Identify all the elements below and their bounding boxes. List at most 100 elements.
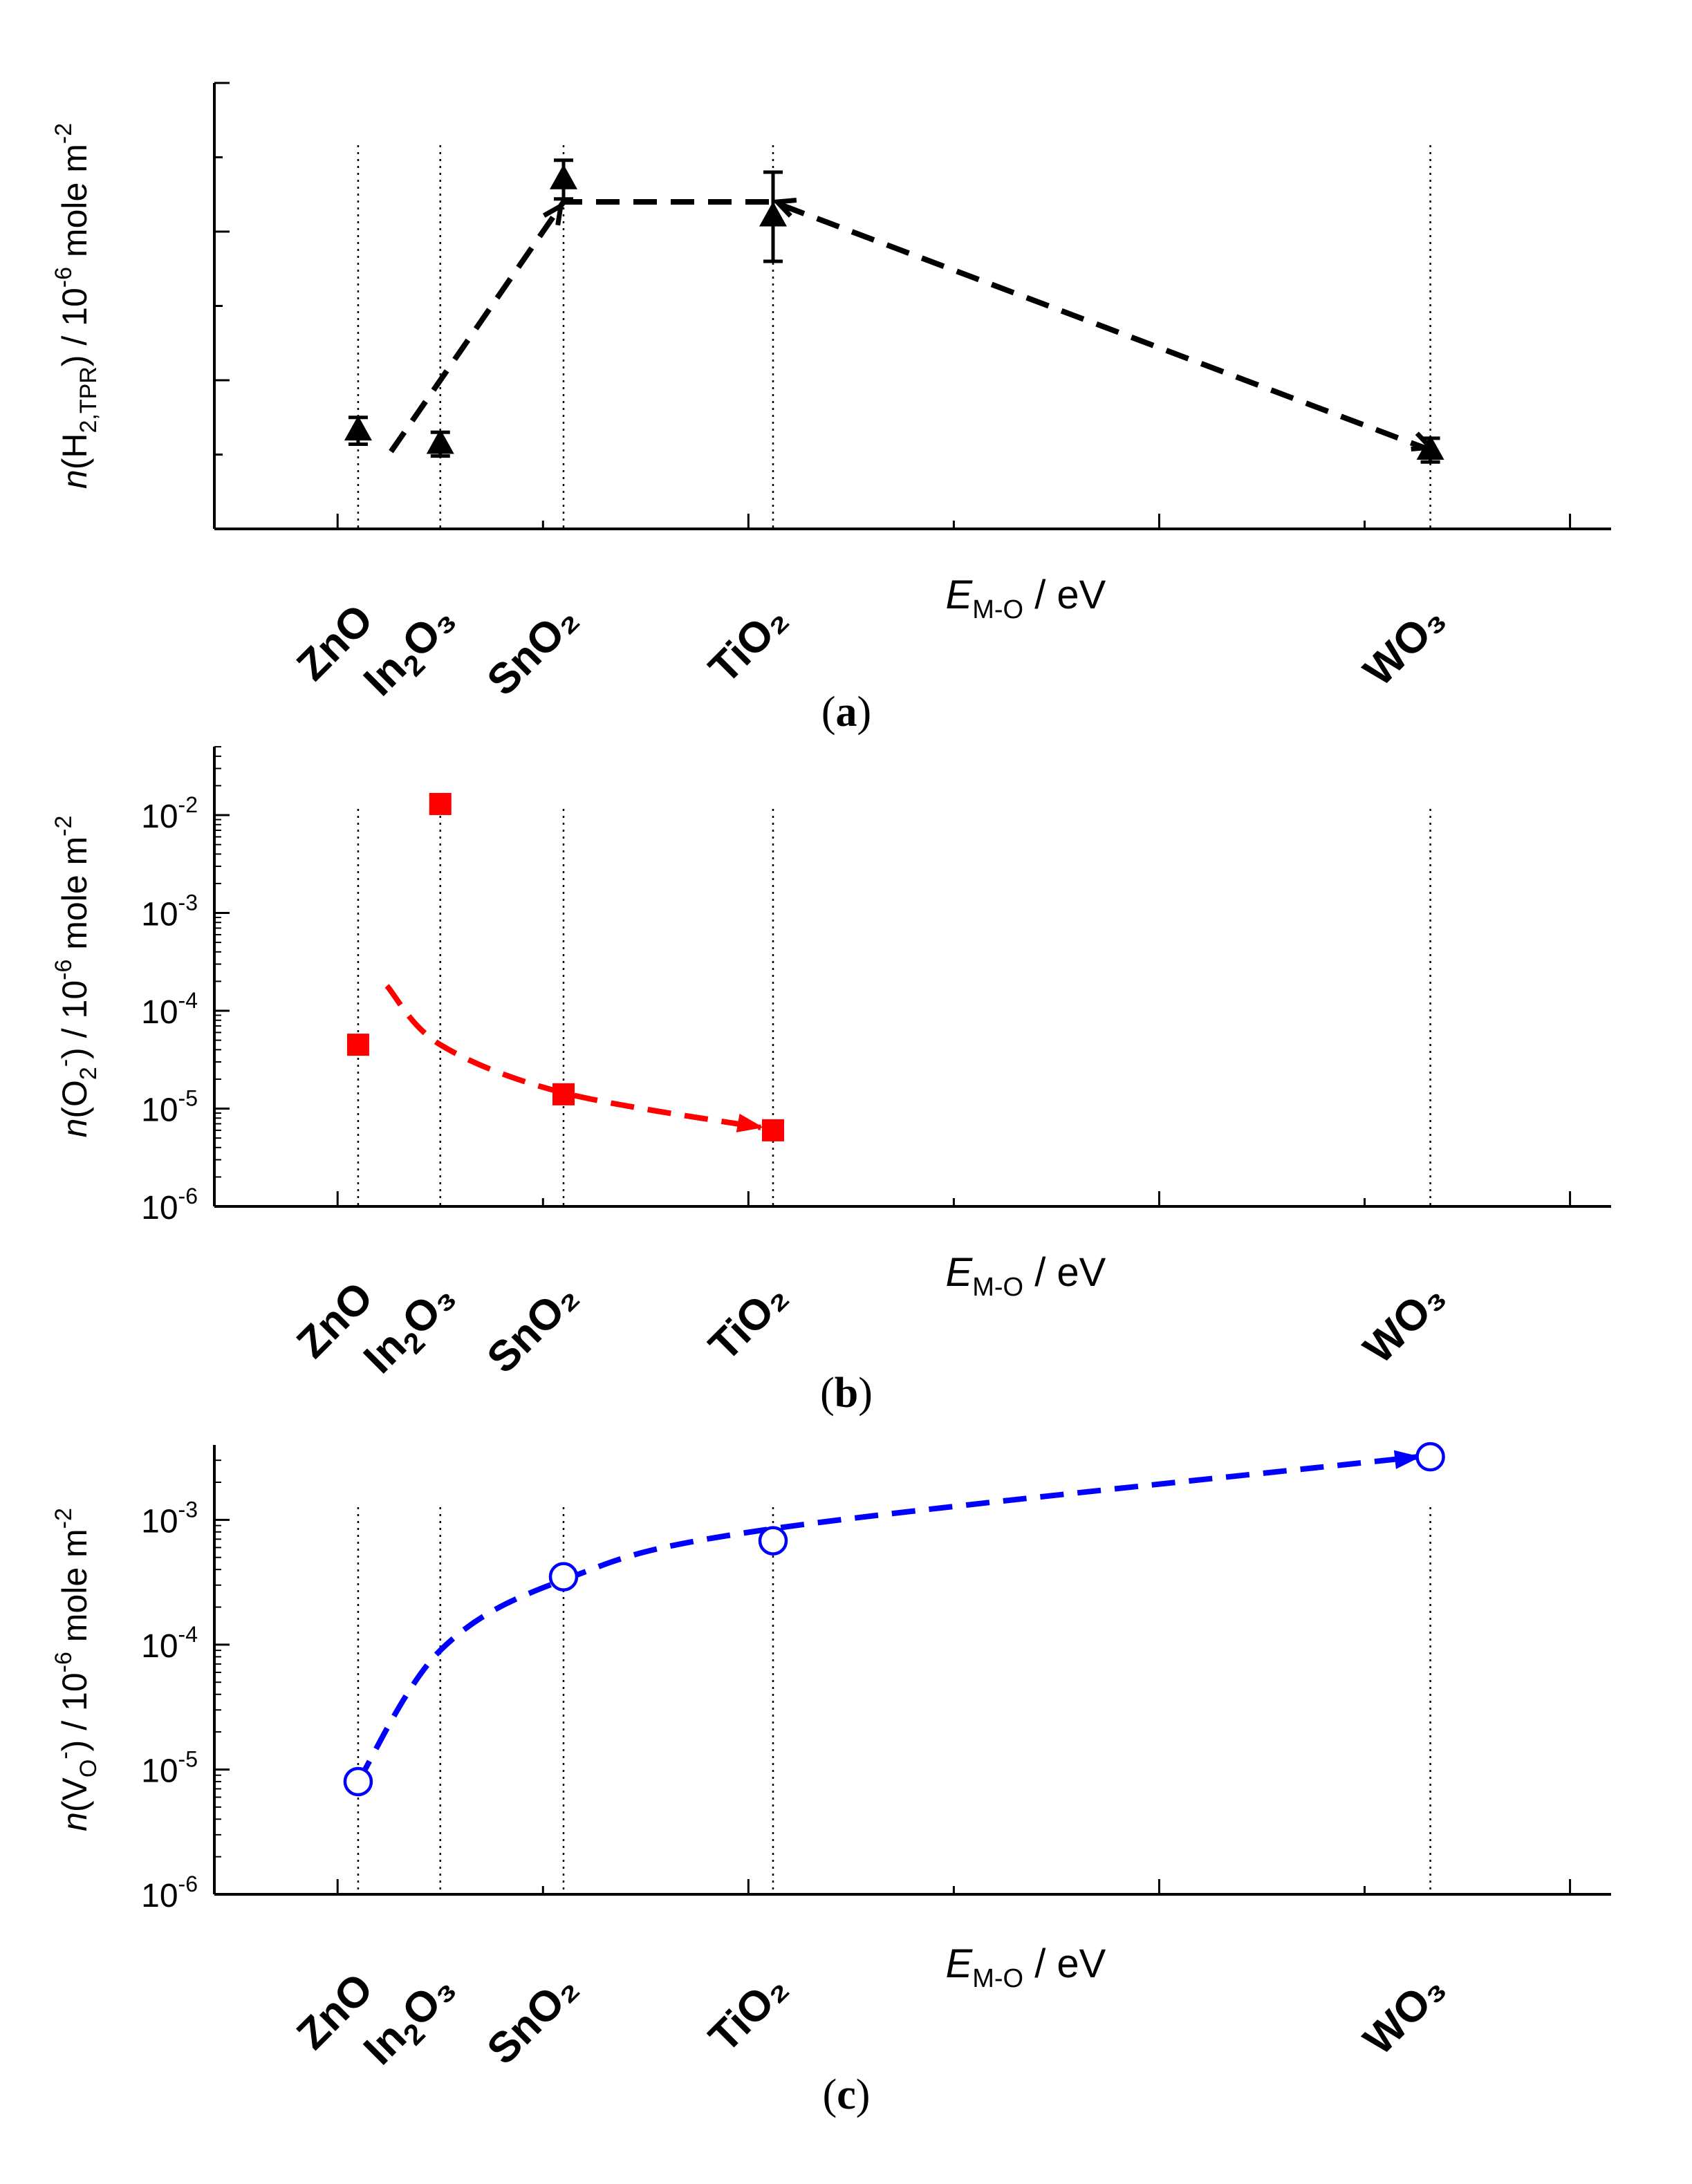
y-label-superscript: -6: [50, 1652, 77, 1672]
y-tick-base: 10: [141, 1092, 178, 1129]
chart-panel-b: 10-610-510-410-310-2n(O2-) / 10-6 mole m…: [50, 746, 1611, 1417]
y-label-part: mole m: [55, 837, 94, 960]
x-axis-label: EM-O / eV: [946, 572, 1106, 624]
trend-arrowhead: [542, 201, 564, 226]
x-label-part: / eV: [1023, 572, 1106, 617]
y-tick-exponent: -4: [178, 1622, 198, 1647]
y-label-superscript: -2: [50, 123, 77, 144]
y-tick-label: 10-2: [141, 792, 198, 835]
y-label-ion-superscript: -: [52, 1059, 78, 1067]
data-point-circle: [1415, 1441, 1445, 1472]
y-tick-label: 10-6: [141, 1184, 198, 1226]
data-point-triangle: [344, 416, 372, 441]
material-label-wo: WO₃: [1355, 595, 1455, 696]
y-tick-base: 10: [141, 1878, 178, 1914]
panel-letter: b: [835, 1370, 858, 1417]
data-point-square: [552, 1083, 575, 1105]
y-label-superscript: -6: [50, 267, 77, 288]
y-label-part: ) / 10: [55, 288, 94, 366]
y-label-subscript: O: [75, 1760, 102, 1777]
y-label-part: (V: [55, 1777, 94, 1812]
y-label-italic: n: [55, 469, 94, 489]
material-label-wo: WO₃: [1355, 1273, 1455, 1373]
x-label-subscript: M-O: [972, 1273, 1023, 1302]
y-tick-label: 10-3: [141, 890, 198, 933]
data-point-square: [429, 792, 452, 815]
y-label-part: (O: [55, 1080, 94, 1119]
data-point-triangle: [426, 429, 454, 454]
y-label-part: mole m: [55, 1529, 94, 1652]
y-label-subscript: 2,TPR: [75, 366, 102, 433]
data-point-circle: [548, 1562, 579, 1592]
trend-arrowhead: [736, 1113, 764, 1132]
y-tick-label: 10-6: [141, 1872, 198, 1914]
x-label-subscript: M-O: [972, 595, 1023, 624]
data-point-triangle: [759, 201, 787, 227]
data-point-square: [346, 1034, 369, 1056]
y-label-superscript: -2: [50, 816, 77, 837]
y-tick-exponent: -2: [178, 792, 198, 817]
x-label-italic: E: [946, 572, 974, 617]
data-point-circle: [343, 1766, 373, 1797]
data-point-triangle: [1416, 435, 1444, 460]
y-label-subscript: 2: [75, 1067, 102, 1080]
material-label-tio: TiO₂: [700, 1273, 797, 1370]
y-tick-base: 10: [141, 1190, 178, 1226]
y-tick-label: 10-3: [141, 1497, 198, 1540]
y-tick-base: 10: [141, 1753, 178, 1789]
panel-letter: a: [836, 689, 857, 736]
material-label-wo: WO₃: [1355, 1964, 1455, 2064]
y-label-superscript: -2: [50, 1508, 77, 1529]
y-label-part: mole m: [55, 144, 94, 267]
panel-label: (b): [820, 1370, 873, 1417]
y-tick-exponent: -6: [178, 1184, 198, 1208]
x-axis-label: EM-O / eV: [946, 1941, 1106, 1993]
trend-arrowhead: [1393, 1450, 1421, 1469]
y-tick-base: 10: [141, 799, 178, 835]
y-axis-label: n(H2,TPR) / 10-6 mole m-2: [50, 123, 102, 489]
y-tick-base: 10: [141, 897, 178, 933]
trend-arrowhead: [772, 198, 797, 218]
y-tick-label: 10-4: [141, 1622, 198, 1665]
material-label-sno: SnO₂: [478, 1273, 587, 1382]
material-label-tio: TiO₂: [700, 1964, 797, 2062]
x-label-part: / eV: [1023, 1250, 1106, 1295]
x-label-part: / eV: [1023, 1941, 1106, 1986]
panel-paren: ): [858, 1370, 873, 1417]
panel-label: (c): [823, 2071, 871, 2118]
data-point-circle: [758, 1526, 788, 1556]
y-tick-exponent: -4: [178, 988, 198, 1013]
material-label-tio: TiO₂: [700, 595, 797, 693]
panel-label: (a): [821, 689, 871, 736]
y-tick-exponent: -3: [178, 1497, 198, 1522]
y-axis-label: n(O2-) / 10-6 mole m-2: [50, 816, 102, 1138]
y-label-italic: n: [55, 1119, 94, 1138]
material-label-sno: SnO₂: [478, 1964, 587, 2073]
y-tick-label: 10-5: [141, 1746, 198, 1789]
x-axis-label: EM-O / eV: [946, 1250, 1106, 1302]
panel-paren: (: [820, 1370, 835, 1417]
y-tick-base: 10: [141, 994, 178, 1031]
panel-paren: (: [823, 2071, 837, 2118]
chart-panel-c: 10-610-510-410-3n(VO-) / 10-6 mole m-2EM…: [50, 1441, 1611, 2118]
y-label-superscript: -6: [50, 960, 77, 980]
material-label-sno: SnO₂: [478, 595, 587, 704]
y-axis-label: n(VO-) / 10-6 mole m-2: [50, 1508, 102, 1831]
y-tick-label: 10-5: [141, 1086, 198, 1129]
x-label-italic: E: [946, 1250, 974, 1295]
panel-paren: (: [821, 689, 836, 736]
y-label-part: (H: [55, 433, 94, 470]
data-point-square: [762, 1119, 784, 1141]
material-label-in: In2O₃: [355, 1273, 469, 1387]
chart-panel-a: n(H2,TPR) / 10-6 mole m-2EM-O / eVZnOIn2…: [50, 82, 1611, 736]
trend-line: [355, 1454, 1419, 1784]
y-tick-exponent: -5: [178, 1086, 198, 1111]
y-label-part: ) / 10: [55, 980, 94, 1059]
x-label-subscript: M-O: [972, 1964, 1023, 1993]
material-label-in: In2O₃: [355, 1964, 469, 2078]
trend-line: [384, 984, 761, 1130]
x-label-italic: E: [946, 1941, 974, 1986]
y-tick-exponent: -5: [178, 1746, 198, 1771]
